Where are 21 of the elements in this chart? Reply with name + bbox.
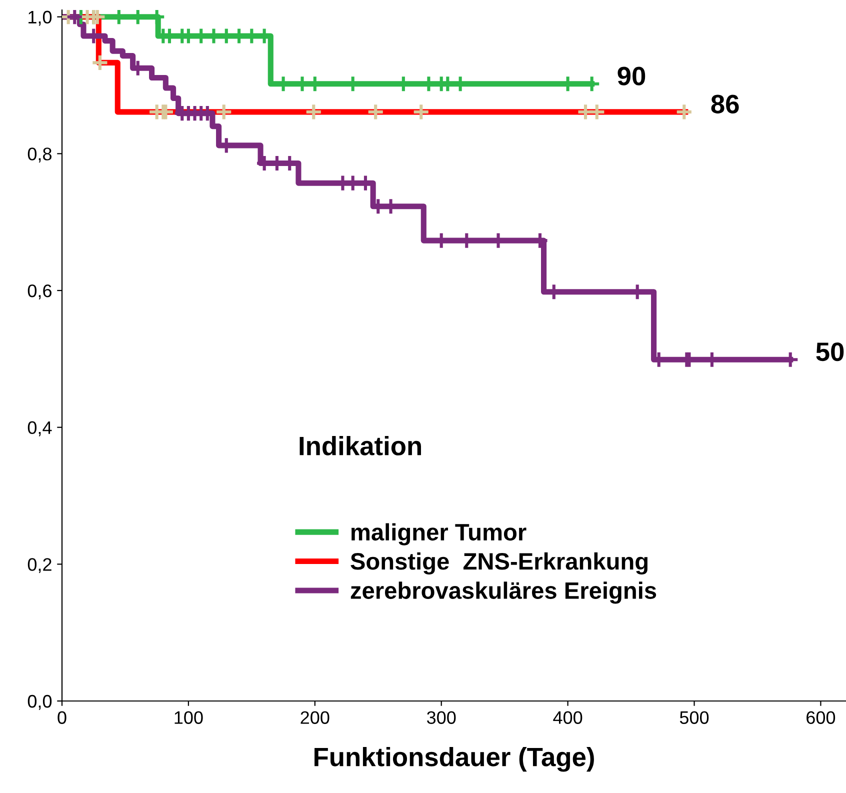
x-tick-label: 400 xyxy=(553,711,582,724)
x-tick-label: 100 xyxy=(174,711,203,724)
y-tick-label: 0,0 xyxy=(28,694,52,710)
y-tick-label: 0,6 xyxy=(28,284,52,300)
x-tick-label: 0 xyxy=(58,711,66,724)
legend-title: Indikation xyxy=(300,436,421,456)
legend-label: zerebrovaskuläres Ereignis xyxy=(350,582,656,604)
annotation: 86 xyxy=(711,94,739,114)
y-tick-label: 0,4 xyxy=(28,421,52,436)
annotation: 90 xyxy=(618,66,646,86)
x-tick-label: 600 xyxy=(806,711,836,724)
y-tick-label: 0,8 xyxy=(28,148,52,163)
x-tick-label: 300 xyxy=(426,711,456,724)
x-axis-title: Funktionsdauer (Tage) xyxy=(314,747,594,772)
legend-label: maligner Tumor xyxy=(352,523,526,546)
annotation: 50 xyxy=(816,342,844,362)
y-tick-label: 0,2 xyxy=(28,558,52,574)
legend-label: Sonstige ZNS-Erkrankung xyxy=(350,552,648,575)
x-tick-label: 200 xyxy=(300,711,330,724)
x-tick-label: 500 xyxy=(680,711,709,724)
y-tick-label: 1,0 xyxy=(28,10,52,26)
